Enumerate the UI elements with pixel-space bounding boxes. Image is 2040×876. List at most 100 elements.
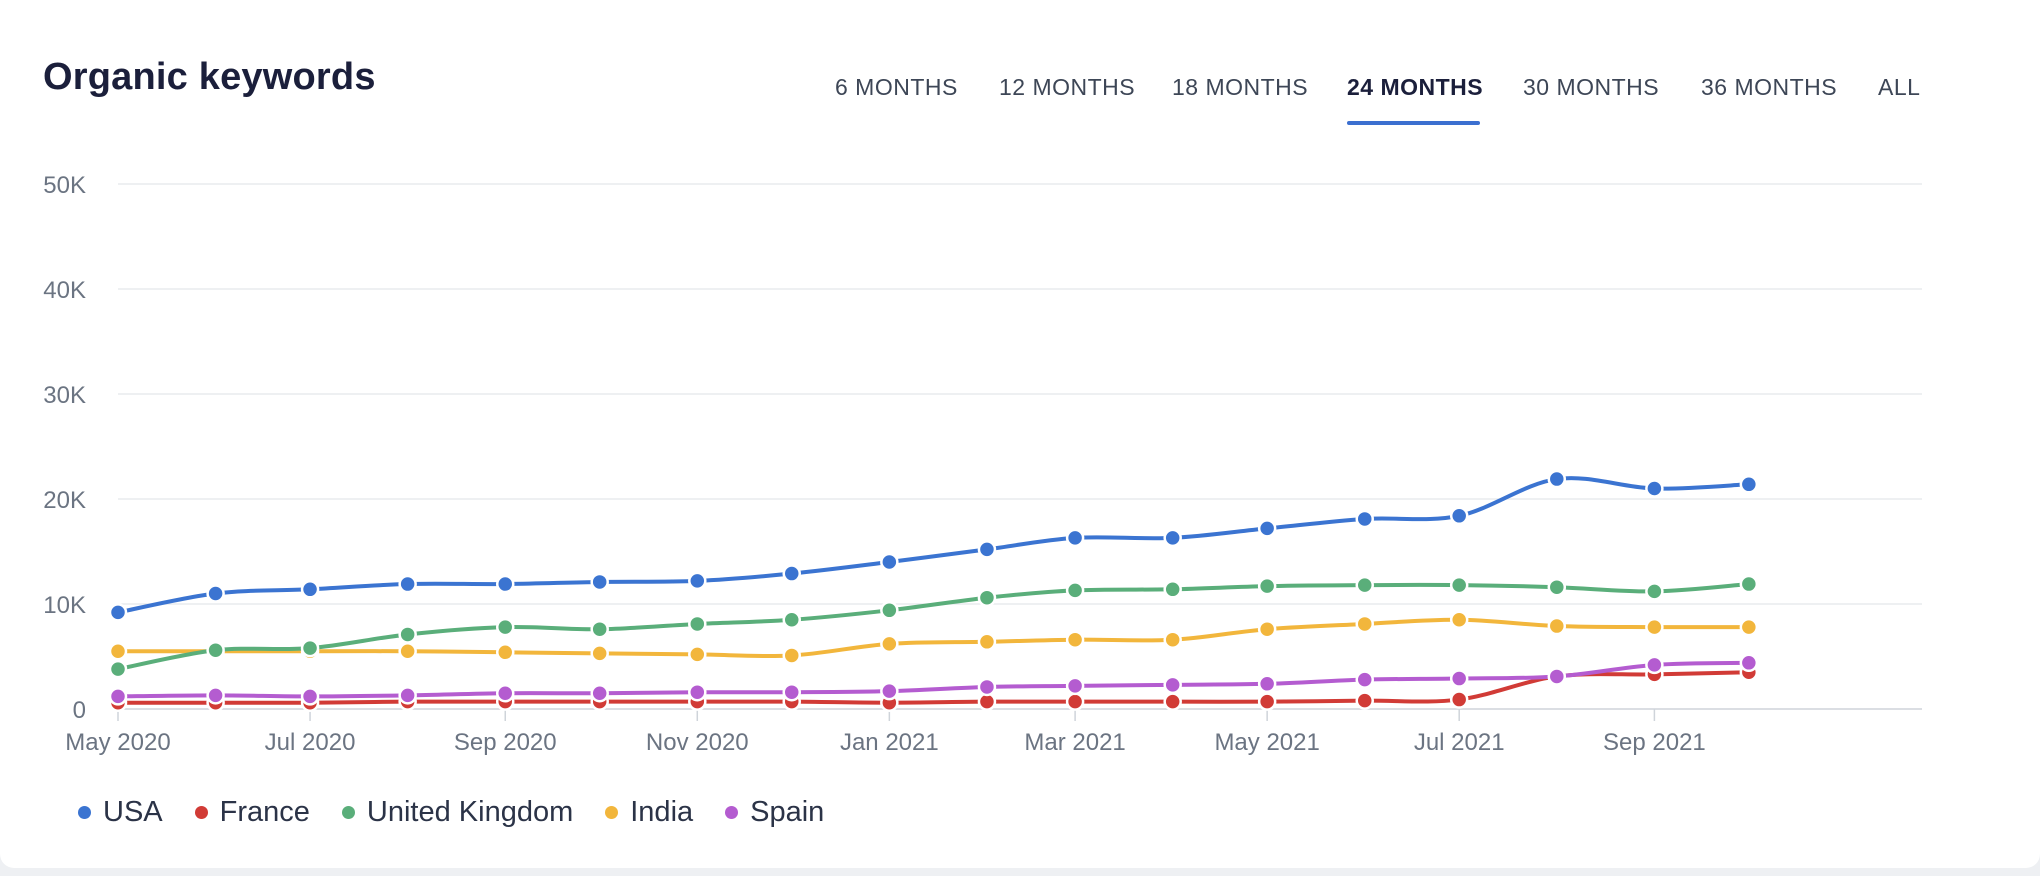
data-point-usa	[1065, 528, 1085, 548]
legend-item-united-kingdom[interactable]: United Kingdom	[341, 796, 573, 829]
data-point-united-kingdom	[1065, 581, 1085, 600]
data-point-united-kingdom	[108, 659, 128, 679]
tab-18-months[interactable]: 18 MONTHS	[1172, 74, 1309, 100]
data-point-united-kingdom	[1257, 576, 1277, 596]
data-point-spain	[108, 687, 128, 706]
data-point-spain	[1163, 675, 1182, 695]
y-tick-label: 10K	[43, 592, 86, 619]
data-point-united-kingdom	[590, 619, 609, 639]
data-point-spain	[495, 684, 515, 703]
tab-24-months[interactable]: 24 MONTHS	[1347, 74, 1484, 100]
legend-dot-spain	[725, 805, 739, 819]
line-chart: 0 10K 20K 30K 40K 50K May 2020 Jul 2020 Sep 2020…	[43, 172, 1922, 756]
data-point-usa	[300, 580, 320, 599]
data-point-india	[782, 646, 801, 665]
data-point-spain	[880, 681, 899, 701]
x-tick-label: Sep 2020	[454, 729, 557, 756]
data-point-spain	[398, 686, 417, 705]
data-point-spain	[300, 687, 320, 706]
data-point-united-kingdom	[977, 588, 997, 607]
data-point-usa	[977, 540, 997, 559]
data-point-united-kingdom	[1547, 577, 1567, 597]
legend-label-spain: Spain	[750, 795, 825, 828]
y-tick-label: 50K	[43, 172, 86, 199]
active-tab-indicator	[1347, 121, 1480, 125]
data-point-france	[1449, 690, 1469, 709]
legend-label-usa: USA	[103, 795, 163, 828]
data-point-india	[880, 634, 899, 654]
legend-dot-united-kingdom	[341, 805, 355, 819]
y-tick-label: 20K	[43, 487, 86, 514]
legend-item-france[interactable]: France	[194, 795, 310, 829]
legend-dot-france	[194, 805, 208, 819]
data-point-france	[1257, 692, 1277, 711]
legend-item-spain[interactable]: Spain	[725, 796, 824, 829]
data-point-india	[1355, 614, 1374, 634]
chart-legend: USA France United Kingdom India Spain	[78, 792, 856, 832]
data-point-india	[1065, 630, 1085, 649]
data-point-spain	[1449, 669, 1469, 688]
data-point-usa	[590, 572, 609, 592]
data-point-usa	[495, 574, 515, 594]
data-point-usa	[1163, 528, 1182, 548]
data-point-united-kingdom	[688, 614, 707, 634]
legend-item-usa[interactable]: USA	[78, 796, 163, 829]
tab-6-months[interactable]: 6 MONTHS	[835, 74, 958, 100]
data-point-india	[1739, 617, 1759, 637]
legend-label-france: France	[219, 795, 310, 828]
data-point-usa	[1257, 519, 1277, 538]
data-point-india	[1547, 616, 1567, 636]
data-point-usa	[1547, 469, 1567, 489]
page-title: Organic keywords	[43, 56, 376, 98]
tab-12-months[interactable]: 12 MONTHS	[999, 74, 1136, 100]
data-point-united-kingdom	[1645, 582, 1664, 601]
data-point-spain	[1645, 655, 1664, 675]
data-point-spain	[1547, 667, 1567, 686]
x-tick-label: Mar 2021	[1024, 729, 1125, 756]
data-point-france	[1355, 691, 1374, 710]
data-point-spain	[1739, 653, 1759, 673]
x-tick-label: Sep 2021	[1603, 729, 1706, 756]
legend-item-india[interactable]: India	[605, 796, 693, 829]
data-point-india	[977, 632, 997, 652]
data-point-united-kingdom	[1163, 580, 1182, 599]
x-tick-label: May 2021	[1214, 729, 1319, 756]
data-point-usa	[1739, 475, 1759, 494]
tab-36-months[interactable]: 36 MONTHS	[1701, 74, 1838, 100]
data-point-france	[1163, 692, 1182, 711]
data-point-france	[1065, 692, 1085, 711]
data-point-usa	[1645, 479, 1664, 498]
data-point-india	[590, 644, 609, 663]
data-point-spain	[1355, 670, 1374, 689]
data-point-united-kingdom	[1739, 574, 1759, 594]
y-tick-label: 0	[73, 697, 86, 724]
data-point-spain	[590, 684, 609, 703]
data-point-india	[688, 645, 707, 664]
series-line-india	[116, 617, 1751, 659]
data-point-united-kingdom	[398, 625, 417, 644]
tab-all[interactable]: ALL	[1878, 74, 1921, 100]
data-point-united-kingdom	[300, 638, 320, 658]
y-tick-label: 40K	[43, 277, 86, 304]
data-point-india	[1449, 610, 1469, 629]
data-point-india	[495, 643, 515, 662]
data-point-usa	[108, 603, 128, 622]
y-tick-label: 30K	[43, 382, 86, 409]
data-point-india	[1163, 630, 1182, 649]
data-point-united-kingdom	[1355, 575, 1374, 595]
data-point-india	[398, 642, 417, 661]
x-tick-label: Jan 2021	[840, 729, 939, 756]
x-tick-label: Nov 2020	[646, 729, 749, 756]
data-point-united-kingdom	[880, 601, 899, 620]
series-line-spain	[116, 660, 1751, 699]
legend-dot-india	[605, 805, 619, 819]
data-point-spain	[977, 677, 997, 697]
time-range-tabs: 6 MONTHS 12 MONTHS 18 MONTHS 24 MONTHS 3…	[0, 74, 2040, 134]
data-point-united-kingdom	[1449, 575, 1469, 595]
data-point-usa	[1355, 509, 1374, 529]
series-line-usa	[116, 476, 1751, 615]
tab-30-months[interactable]: 30 MONTHS	[1523, 74, 1660, 100]
data-point-united-kingdom	[782, 610, 801, 629]
data-point-spain	[206, 686, 225, 705]
